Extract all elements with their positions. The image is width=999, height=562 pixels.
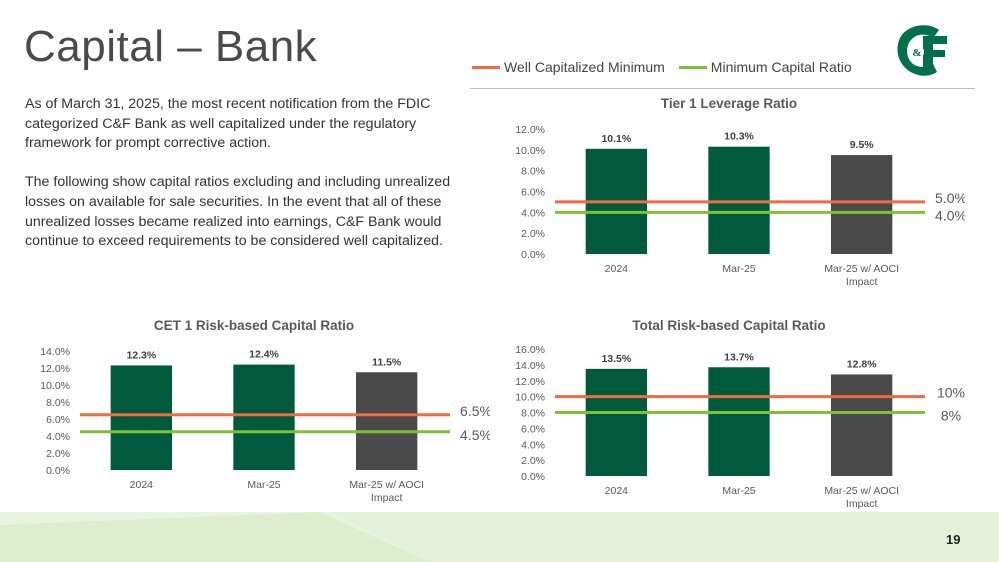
y-tick-label: 0.0% <box>46 465 70 477</box>
data-label: 10.1% <box>601 133 631 145</box>
bar-3 <box>831 374 893 476</box>
y-tick-label: 10.0% <box>515 145 545 157</box>
bar-2 <box>708 367 770 476</box>
y-tick-label: 6.0% <box>521 187 545 199</box>
y-tick-label: 2.0% <box>521 228 545 240</box>
y-tick-label: 4.0% <box>46 431 70 443</box>
y-tick-label: 8.0% <box>521 408 545 420</box>
bar-1 <box>110 365 172 470</box>
chart-title: Total Risk-based Capital Ratio <box>632 318 825 333</box>
bar-3 <box>831 155 893 254</box>
chart-legend: Well Capitalized Minimum Minimum Capital… <box>472 59 852 75</box>
footer-decoration <box>0 512 999 562</box>
page-number: 19 <box>946 532 961 547</box>
y-tick-label: 0.0% <box>521 249 545 261</box>
legend-label-well-capitalized: Well Capitalized Minimum <box>504 59 665 75</box>
y-tick-label: 10.0% <box>515 392 545 404</box>
page-title: Capital – Bank <box>24 22 318 71</box>
y-tick-label: 14.0% <box>515 360 545 372</box>
y-tick-label: 10.0% <box>40 380 70 392</box>
chart-title: Tier 1 Leverage Ratio <box>661 96 797 111</box>
legend-item-minimum-capital: Minimum Capital Ratio <box>678 59 852 75</box>
y-tick-label: 8.0% <box>521 166 545 178</box>
y-tick-label: 14.0% <box>40 346 70 358</box>
x-category-label: Mar-25 <box>722 485 755 497</box>
legend-swatch-green <box>678 65 707 69</box>
x-category-label: 2024 <box>605 263 629 275</box>
svg-text:&: & <box>912 47 921 59</box>
total-risk-based-chart: Total Risk-based Capital Ratio 0.0% 2.0% 4.… <box>515 318 965 510</box>
x-category-label: Impact <box>846 498 878 510</box>
data-label: 12.3% <box>126 349 156 361</box>
data-label: 9.5% <box>850 139 875 151</box>
y-tick-label: 0.0% <box>521 471 545 483</box>
x-category-label: Mar-25 w/ AOCI <box>824 263 899 275</box>
legend-item-well-capitalized: Well Capitalized Minimum <box>472 59 665 75</box>
x-category-label: 2024 <box>130 479 154 491</box>
data-label: 13.5% <box>601 353 631 365</box>
data-label: 10.3% <box>724 131 754 143</box>
y-tick-label: 16.0% <box>515 344 545 356</box>
y-tick-label: 12.0% <box>40 363 70 375</box>
header-divider <box>470 88 975 89</box>
tier1-leverage-chart: Tier 1 Leverage Ratio 0.0% 2.0% 4.0% 6.0% 8.0… <box>515 96 965 288</box>
paragraph-capital-ratios: The following show capital ratios exclud… <box>25 174 451 250</box>
body-text: As of March 31, 2025, the most recent no… <box>25 95 470 271</box>
minimum-capital-value-label: 4.0% <box>935 207 965 223</box>
well-capitalized-value-label: 6.5% <box>460 403 490 419</box>
y-tick-label: 6.0% <box>46 414 70 426</box>
well-capitalized-value-label: 10% <box>937 385 965 401</box>
x-category-label: Impact <box>371 492 403 504</box>
legend-swatch-orange <box>472 65 500 69</box>
bar-2 <box>233 364 295 470</box>
cet1-risk-based-chart: CET 1 Risk-based Capital Ratio 0.0% 2.0% 4.… <box>40 318 490 504</box>
x-category-label: Mar-25 <box>722 263 755 275</box>
y-tick-label: 8.0% <box>46 397 70 409</box>
x-category-label: Mar-25 w/ AOCI <box>824 485 899 497</box>
y-tick-label: 6.0% <box>521 423 545 435</box>
x-category-label: 2024 <box>605 485 629 497</box>
y-tick-label: 4.0% <box>521 207 545 219</box>
paragraph-notification: As of March 31, 2025, the most recent no… <box>25 96 431 152</box>
y-tick-label: 12.0% <box>515 376 545 388</box>
data-label: 12.8% <box>847 358 877 370</box>
data-label: 11.5% <box>372 356 402 368</box>
cf-logo-icon: & <box>897 25 947 76</box>
data-label: 12.4% <box>249 349 279 361</box>
legend-label-minimum-capital: Minimum Capital Ratio <box>710 59 852 75</box>
bar-1 <box>585 368 647 476</box>
y-tick-label: 12.0% <box>515 124 545 136</box>
x-category-label: Mar-25 w/ AOCI <box>349 479 424 491</box>
minimum-capital-value-label: 8% <box>941 408 961 424</box>
bar-3 <box>356 372 418 470</box>
data-label: 13.7% <box>724 351 754 363</box>
x-category-label: Impact <box>846 276 878 288</box>
chart-title: CET 1 Risk-based Capital Ratio <box>154 318 354 333</box>
minimum-capital-value-label: 4.5% <box>460 427 490 443</box>
bar-2 <box>708 146 770 254</box>
well-capitalized-value-label: 5.0% <box>935 190 965 206</box>
y-tick-label: 2.0% <box>521 455 545 467</box>
y-tick-label: 4.0% <box>521 439 545 451</box>
x-category-label: Mar-25 <box>247 479 280 491</box>
y-tick-label: 2.0% <box>46 448 70 460</box>
